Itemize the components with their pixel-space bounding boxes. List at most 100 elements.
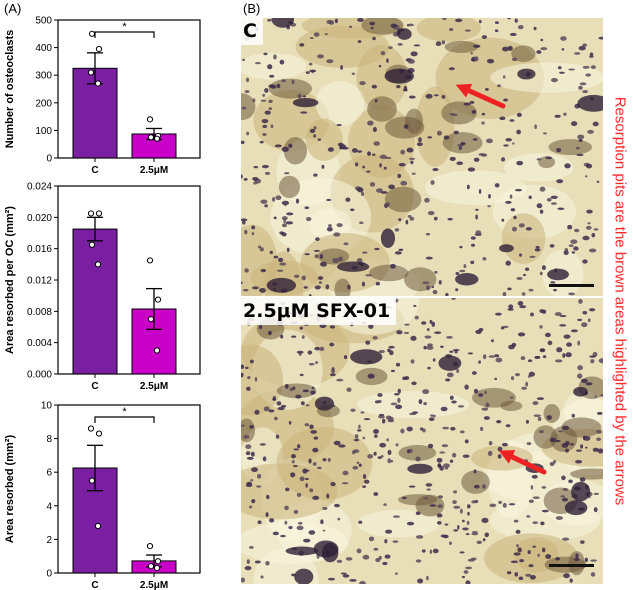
cell [469,100,475,104]
cell [575,146,580,150]
cell [293,465,298,468]
cell [453,130,460,135]
data-point [88,241,96,248]
cell [533,414,541,418]
cell [272,396,277,402]
cell [244,229,248,235]
cell [532,401,539,406]
cell [561,48,565,51]
cell [517,24,524,30]
cell [427,443,434,449]
cell [350,208,355,212]
cell [465,566,473,570]
cell [367,373,375,379]
data-point [88,477,96,484]
scale-bar [549,564,594,567]
cell [455,288,459,292]
cell [578,85,583,90]
cell [283,218,286,224]
cell [371,84,378,89]
cell [397,397,401,403]
cell [267,64,273,70]
cell [304,206,310,210]
cell [319,254,324,259]
cell [292,386,296,390]
resorption-pit [398,444,437,461]
cell [505,138,512,142]
cell [241,372,244,378]
cell [392,32,399,37]
cell [403,124,409,129]
cell [395,362,401,367]
cell [319,346,325,351]
cell [299,373,304,377]
cell [441,444,449,448]
cell [598,358,603,364]
y-tick-label: 0 [46,154,52,165]
cell [570,121,578,127]
cell [272,196,276,202]
cell [267,19,272,22]
cell [442,426,450,430]
cell [377,399,382,404]
cell [375,281,380,286]
cell [317,54,324,59]
data-point [146,257,154,264]
cell [449,459,454,463]
chart-2: 0.000 0.004 0.008 0.012 0.016 0.020 0.024 Area … [4,182,201,392]
cell [379,163,382,168]
cell [396,84,401,89]
cell [464,29,471,32]
cell [418,137,422,143]
cell [241,577,246,583]
cell [251,232,255,236]
cell [288,143,293,149]
cell [382,561,388,566]
cell [478,360,481,364]
cell [494,29,499,33]
cell [567,224,573,230]
cell [446,335,453,339]
cell [516,276,523,280]
cell [291,79,295,85]
cell [463,102,471,106]
cell [352,450,356,455]
cell [430,180,435,185]
cell [497,454,502,459]
osteoclast [285,546,319,556]
cell [479,426,484,432]
cell [243,177,248,181]
cell [251,467,258,473]
arrow-shaft [460,85,506,109]
cell [340,65,343,70]
cell [516,129,521,135]
cell [540,38,544,42]
cell [387,458,391,464]
cell [519,559,525,563]
cell [447,217,453,221]
cell [262,456,267,462]
cell [314,254,319,259]
resorption-pit [543,403,561,423]
cell [556,179,564,184]
cell [473,56,479,62]
cell [544,332,551,338]
cell [328,224,332,228]
cell [378,64,382,68]
cell [511,57,518,62]
cell [280,534,286,538]
cell [443,463,450,468]
resorption-pit [369,264,409,282]
cell [366,170,371,173]
cell [372,336,378,340]
cell [527,359,533,363]
cell [334,503,340,508]
cell [356,461,360,464]
cell [505,424,511,428]
cell [570,239,578,244]
cell [484,390,487,395]
cell [436,130,443,136]
cell [246,386,251,391]
osteoclast [517,68,536,80]
cell [384,203,388,209]
